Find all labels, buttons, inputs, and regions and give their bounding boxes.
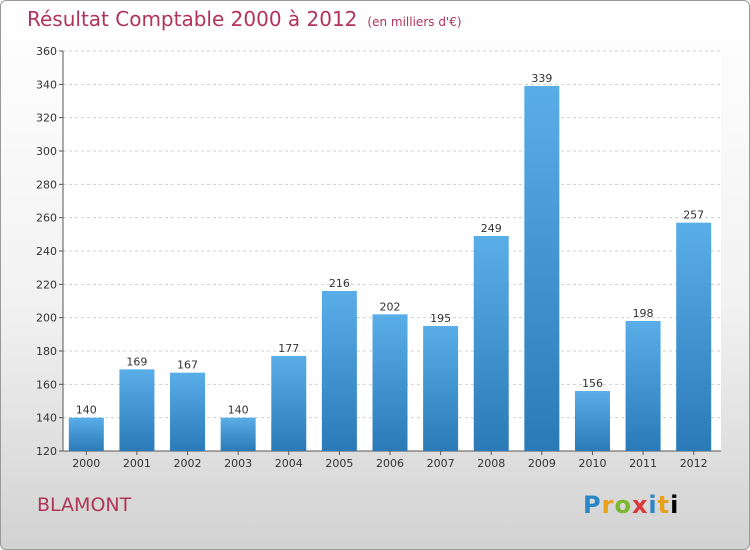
bar-value-label: 156	[582, 377, 603, 390]
x-tick-label: 2000	[72, 457, 100, 470]
y-tick-label: 260	[36, 212, 57, 225]
y-tick-label: 200	[36, 312, 57, 325]
bar-value-label: 216	[329, 277, 350, 290]
bar-value-label: 198	[633, 307, 654, 320]
y-tick-label: 220	[36, 278, 57, 291]
bar-2004	[271, 356, 307, 451]
x-tick-label: 2008	[477, 457, 505, 470]
bar-2002	[170, 372, 206, 451]
x-tick-label: 2006	[376, 457, 404, 470]
place-name: BLAMONT	[37, 494, 132, 516]
bar-2003	[220, 417, 256, 451]
y-tick-label: 240	[36, 245, 57, 258]
bar-value-label: 257	[683, 209, 704, 222]
x-tick-label: 2010	[578, 457, 606, 470]
title-text: Résultat Comptable 2000 à 2012	[27, 7, 358, 31]
bar-2011	[625, 321, 661, 451]
x-tick-label: 2003	[224, 457, 252, 470]
x-tick-label: 2007	[427, 457, 455, 470]
bar-value-label: 169	[126, 355, 147, 368]
bar-2010	[574, 391, 610, 451]
bar-2006	[372, 314, 408, 451]
bar-2008	[473, 236, 509, 451]
proxiti-logo: Proxiti	[583, 491, 680, 519]
title-unit: (en milliers d'€)	[367, 15, 462, 29]
y-tick-label: 140	[36, 412, 57, 425]
y-tick-label: 120	[36, 445, 57, 458]
bar-value-label: 140	[76, 404, 97, 417]
y-tick-label: 160	[36, 378, 57, 391]
bar-value-label: 202	[380, 300, 401, 313]
bar-value-label: 140	[228, 404, 249, 417]
y-tick-label: 280	[36, 178, 57, 191]
x-tick-label: 2012	[680, 457, 708, 470]
x-tick-label: 2004	[275, 457, 303, 470]
y-tick-label: 180	[36, 345, 57, 358]
bar-value-label: 195	[430, 312, 451, 325]
bar-value-label: 249	[481, 222, 502, 235]
y-tick-label: 300	[36, 145, 57, 158]
bar-2007	[423, 326, 459, 451]
bar-value-label: 339	[531, 72, 552, 85]
bar-2012	[676, 222, 712, 451]
x-tick-label: 2002	[174, 457, 202, 470]
x-tick-label: 2009	[528, 457, 556, 470]
bar-value-label: 177	[278, 342, 299, 355]
bar-2005	[321, 291, 357, 451]
y-tick-label: 320	[36, 112, 57, 125]
chart-title: Résultat Comptable 2000 à 2012 (en millie…	[27, 7, 462, 31]
bar-value-label: 167	[177, 359, 198, 372]
bar-2000	[68, 417, 104, 451]
x-tick-label: 2011	[629, 457, 657, 470]
x-tick-label: 2005	[325, 457, 353, 470]
bar-2001	[119, 369, 155, 451]
x-tick-label: 2001	[123, 457, 151, 470]
y-tick-label: 360	[36, 45, 57, 58]
y-tick-label: 340	[36, 78, 57, 91]
bar-2009	[524, 86, 560, 451]
